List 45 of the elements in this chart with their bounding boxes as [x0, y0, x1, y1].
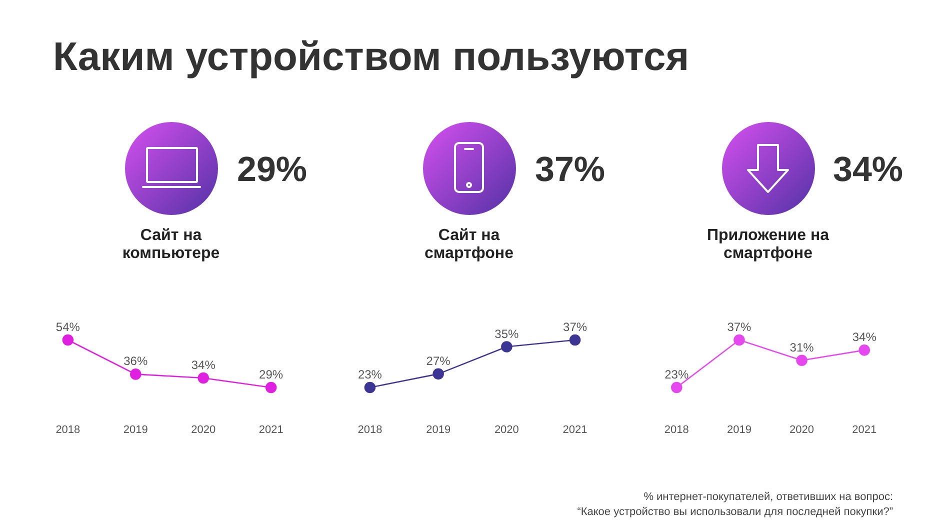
point [265, 382, 277, 394]
x-tick-label: 2020 [494, 424, 519, 436]
x-tick-label: 2018 [664, 424, 689, 436]
x-tick-label: 2019 [426, 424, 451, 436]
point [364, 382, 376, 394]
x-tick-label: 2018 [56, 424, 80, 436]
data-label: 23% [664, 368, 689, 382]
chart-title: Сайт на компьютере [121, 227, 221, 263]
point [62, 334, 74, 346]
data-label: 34% [191, 358, 216, 372]
point [501, 341, 512, 352]
chart-title: Приложение на смартфоне [706, 227, 830, 263]
data-label: 31% [790, 340, 814, 354]
text: Каким устройством пользуются [53, 35, 690, 79]
x-tick-label: 2020 [191, 424, 216, 436]
chart-title: Сайт на смартфоне [424, 227, 514, 263]
point [432, 368, 444, 380]
data-label: 29% [259, 368, 284, 382]
point [858, 344, 870, 356]
data-label: 23% [358, 368, 382, 382]
data-label: 27% [426, 354, 451, 368]
x-tick-label: 2021 [258, 424, 284, 436]
data-label: 37% [563, 320, 588, 334]
point [130, 368, 142, 380]
point [734, 334, 745, 346]
x-tick-label: 2020 [790, 424, 814, 436]
point [569, 334, 581, 346]
x-tick-label: 2021 [562, 424, 588, 436]
data-label: 36% [124, 354, 148, 368]
x-tick-label: 2021 [852, 424, 877, 436]
data-label: 37% [727, 320, 752, 334]
text: % интернет-покупателей, ответивших на вопрос: [642, 490, 893, 505]
data-label: 34% [852, 330, 877, 344]
text: 37% [535, 150, 606, 189]
text: 34% [833, 150, 904, 189]
point [198, 372, 210, 384]
point [796, 354, 808, 366]
x-tick-label: 2019 [726, 424, 752, 436]
text: 29% [237, 150, 308, 189]
point [670, 382, 682, 394]
text: “Какое устройство вы использовали для последней покупки?” [577, 505, 893, 520]
data-label: 54% [56, 320, 80, 334]
x-tick-label: 2019 [123, 424, 148, 436]
x-tick-label: 2018 [358, 424, 382, 436]
data-label: 35% [494, 326, 520, 341]
